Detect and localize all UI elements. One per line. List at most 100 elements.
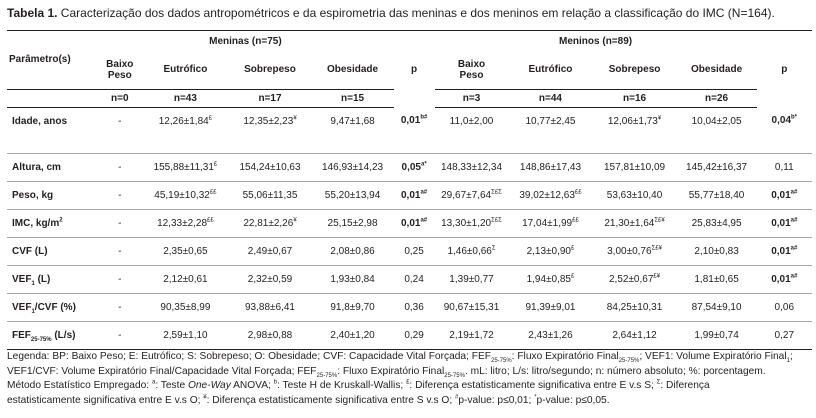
legend-line-2: VEF1/CVF: Volume Expiratório Final/Capac… [7,365,766,379]
header-count-spacer [7,88,98,108]
header-boys-p: p [781,63,788,75]
boys-count-eutrofico: n=44 [508,88,593,108]
header-girls-baixo-peso: Baixo Peso [106,58,134,81]
girls-eutrofico-value: 2,59±1,10 [142,320,229,349]
girls-p-value: 0,36 [393,292,435,321]
girls-obesidade-value: 2,40±1,20 [311,320,394,349]
header-boys-baixo-peso: Baixo Peso [457,58,486,81]
boys-sobrepeso-value: 2,64±1,12 [592,320,677,349]
boys-sobrepeso-value: 3,00±0,76Σ£¥ [592,236,677,265]
girls-p-value: 0,25 [393,236,435,265]
boys-eutrofico-value: 1,94±0,85£ [508,264,593,293]
girls-sobrepeso-value: 12,35±2,23¥ [243,115,297,127]
boys-baixo-peso-value: 13,30±1,20Σ£Σ [434,208,509,237]
table-body: Idade, anos - 12,26±1,84£ 12,35±2,23¥ 9,47±1… [7,107,812,349]
girls-obesidade-value: 1,93±0,84 [311,264,394,293]
boys-eutrofico-value: 91,39±9,01 [508,292,593,321]
boys-eutrofico-value: 148,86±17,43 [508,152,593,181]
boys-obesidade-value: 145,42±16,37 [676,152,757,181]
header-boys-group: Meninos (n=89) [559,35,633,47]
header-girls-sobrepeso: Sobrepeso [244,64,296,76]
boys-p-value: 0,01a# [756,264,812,293]
boys-baixo-peso-value: 1,46±0,66Σ [434,236,509,265]
boys-p-value: 0,01a# [756,236,812,265]
boys-baixo-peso-value: 2,19±1,72 [434,320,509,349]
boys-baixo-peso-value: 11,0±2,00 [449,115,494,127]
row-spacer [7,135,812,154]
row-parameter: FEF25-75% (L/s) [7,320,98,349]
girls-baixo-peso-value: - [97,152,143,181]
boys-sobrepeso-value: 157,81±10,09 [592,152,677,181]
header-girls-group: Meninas (n=75) [209,35,282,47]
row-parameter: Altura, cm [7,152,98,181]
header-boys-obesidade: Obesidade [691,64,743,76]
girls-obesidade-value: 91,8±9,70 [311,292,394,321]
girls-eutrofico-value: 12,26±1,84£ [158,115,213,127]
girls-sobrepeso-value: 22,81±2,26¥ [228,208,312,237]
girls-baixo-peso-value: - [97,236,143,265]
header-girls-eutrofico: Eutrófico [163,64,208,76]
legend-line-4: estatisticamente significativa entre E v… [7,394,610,406]
results-table: Parâmetro(s) Meninas (n=75) p Meninos (n… [7,31,812,349]
girls-sobrepeso-value: 2,32±0,59 [228,264,312,293]
girls-p-value: 0,01a# [393,208,435,237]
table-row: IMC, kg/m2-12,33±2,28££ 22,81±2,26¥ 25,15±… [7,208,812,237]
girls-count-baixo-peso: n=0 [97,88,143,108]
boys-count-obesidade: n=26 [676,88,757,108]
girls-p-value: 0,01a# [393,180,435,209]
boys-baixo-peso-value: 90,67±15,31 [434,292,509,321]
boys-sobrepeso-value: 21,30±1,64Σ£¥ [592,208,677,237]
boys-p-value: 0,01a# [756,180,812,209]
girls-obesidade-value: 2,08±0,86 [311,236,394,265]
girls-eutrofico-value: 155,88±11,31£ [142,152,229,181]
girls-p-value: 0,24 [393,264,435,293]
table-row: FEF25-75% (L/s) -2,59±1,10 2,98±0,88 2,40±1… [7,320,812,349]
girls-obesidade-value: 25,15±2,98 [311,208,394,237]
row-parameter: Peso, kg [7,180,98,209]
boys-sobrepeso-value: 84,25±10,31 [592,292,677,321]
boys-sobrepeso-value: 53,63±10,40 [592,180,677,209]
boys-eutrofico-value: 39,02±12,63££ [508,180,593,209]
girls-obesidade-value: 55,20±13,94 [311,180,394,209]
boys-eutrofico-value: 17,04±1,99££ [508,208,593,237]
table-row: Altura, cm -155,88±11,31£ 154,24±10,63 146,… [7,152,812,181]
girls-count-obesidade: n=15 [311,88,394,108]
table-row: Peso, kg -45,19±10,32££ 55,06±11,35 55,20±1… [7,180,812,209]
boys-eutrofico-value: 10,77±2,45 [525,115,576,127]
table-row: Idade, anos - 12,26±1,84£ 12,35±2,23¥ 9,47±1… [7,107,812,135]
boys-sobrepeso-value: 2,52±0,67£¥ [592,264,677,293]
header-boys-sobrepeso: Sobrepeso [608,64,661,76]
boys-p-value: 0,01a# [756,208,812,237]
legend-line-1: Legenda: BP: Baixo Peso; E: Eutrófico; S… [7,351,793,365]
legend-line-3: Método Estatístico Empregado: a: Teste O… [7,379,710,391]
girls-sobrepeso-value: 55,06±11,35 [228,180,312,209]
girls-p-value: 0,05a* [393,152,435,181]
row-parameter: IMC, kg/m2 [7,208,98,237]
header-girls-obesidade: Obesidade [326,64,379,76]
boys-eutrofico-value: 2,43±1,26 [508,320,593,349]
girls-baixo-peso-value: - [118,115,122,127]
boys-baixo-peso-value: 1,39±0,77 [434,264,509,293]
girls-obesidade-value: 146,93±14,23 [311,152,394,181]
header-girls-p: p [411,63,418,75]
boys-p-value: 0,27 [756,320,812,349]
boys-obesidade-value: 25,83±4,95 [676,208,757,237]
caption-label: Tabela 1. [7,6,58,20]
girls-baixo-peso-value: - [97,292,143,321]
boys-count-baixo-peso: n=3 [434,88,509,108]
boys-baixo-peso-value: 148,33±12,34 [434,152,509,181]
row-parameter: VEF1/CVF (%) [7,292,98,321]
table-row: VEF1/CVF (%) -90,35±8,99 93,88±6,41 91,8±9,… [7,292,812,321]
girls-p-value: 0,29 [393,320,435,349]
boys-sobrepeso-value: 12,06±1,73¥ [607,115,662,127]
table-caption: Tabela 1. Caracterização dos dados antro… [7,6,812,20]
boys-obesidade-value: 1,99±0,74 [676,320,757,349]
girls-baixo-peso-value: - [97,264,143,293]
row-parameter: CVF (L) [7,236,98,265]
boys-obesidade-value: 55,77±18,40 [676,180,757,209]
girls-eutrofico-value: 2,12±0,61 [142,264,229,293]
girls-eutrofico-value: 90,35±8,99 [142,292,229,321]
girls-obesidade-value: 9,47±1,68 [330,115,375,127]
girls-p-value: 0,01b# [400,114,428,127]
boys-obesidade-value: 87,54±9,10 [676,292,757,321]
